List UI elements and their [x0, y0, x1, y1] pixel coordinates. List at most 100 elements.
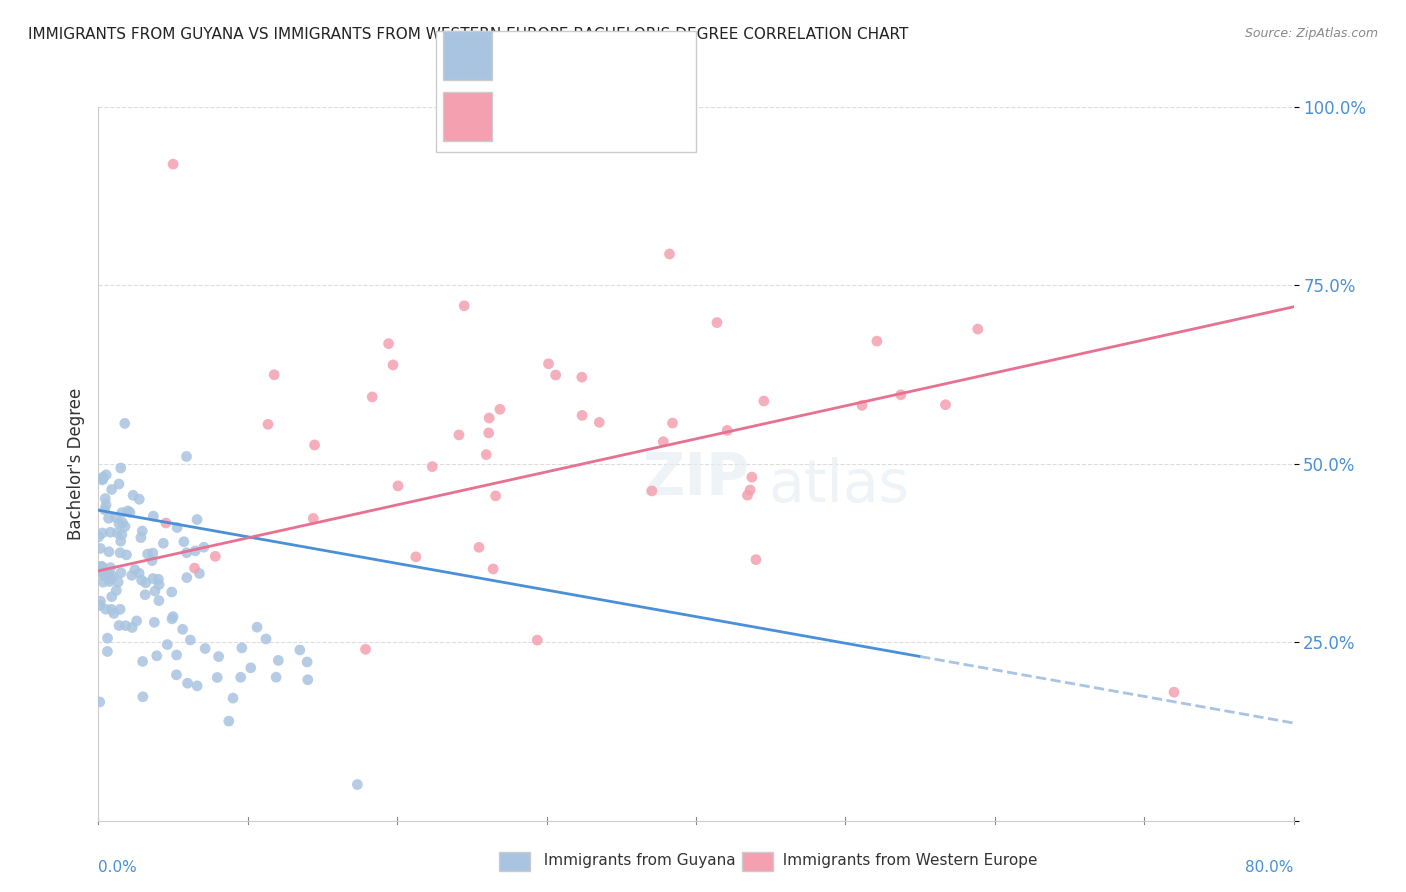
Point — [257, 417, 280, 432]
Point — [111, 516, 134, 530]
Text: R =: R = — [502, 94, 541, 112]
Text: IMMIGRANTS FROM GUYANA VS IMMIGRANTS FROM WESTERN EUROPE BACHELOR'S DEGREE CORRE: IMMIGRANTS FROM GUYANA VS IMMIGRANTS FRO… — [28, 27, 908, 42]
Point — [160, 612, 183, 626]
Point — [297, 673, 319, 687]
Point — [890, 388, 912, 402]
Point — [387, 479, 409, 493]
Point — [420, 459, 443, 474]
Point — [142, 509, 165, 524]
Point — [136, 547, 159, 561]
Point — [148, 577, 170, 591]
Point — [184, 544, 207, 558]
Point — [165, 668, 187, 682]
Point — [93, 568, 115, 582]
Point — [207, 649, 229, 664]
Point — [218, 714, 240, 728]
Point — [94, 491, 117, 506]
Point — [295, 655, 318, 669]
Point — [100, 525, 122, 540]
Point — [447, 428, 470, 442]
Point — [155, 516, 177, 530]
Point — [105, 526, 128, 541]
Point — [706, 316, 728, 330]
Y-axis label: Bachelor's Degree: Bachelor's Degree — [66, 388, 84, 540]
Point — [152, 536, 174, 550]
Point — [131, 655, 153, 669]
Point — [264, 670, 287, 684]
Point — [124, 563, 146, 577]
Text: Immigrants from Guyana: Immigrants from Guyana — [534, 854, 735, 868]
Text: atlas: atlas — [769, 457, 910, 514]
Point — [160, 585, 183, 599]
Point — [482, 562, 505, 576]
Point — [91, 559, 114, 574]
Point — [135, 575, 157, 590]
Point — [156, 638, 179, 652]
Point — [110, 461, 132, 475]
Point — [148, 593, 170, 607]
Point — [100, 590, 122, 604]
Point — [142, 572, 165, 586]
Point — [96, 631, 118, 645]
Point — [354, 642, 377, 657]
Point — [194, 641, 217, 656]
Point — [114, 519, 136, 533]
Point — [304, 438, 326, 452]
Point — [162, 157, 184, 171]
Point — [222, 691, 245, 706]
Text: Source: ZipAtlas.com: Source: ZipAtlas.com — [1244, 27, 1378, 40]
Point — [100, 483, 122, 497]
Point — [166, 520, 188, 534]
Text: 45: 45 — [633, 94, 658, 112]
Text: ZIP: ZIP — [643, 450, 749, 507]
Point — [267, 653, 290, 667]
Point — [176, 676, 198, 690]
Point — [186, 679, 208, 693]
Point — [108, 477, 131, 491]
Point — [114, 417, 136, 431]
Point — [231, 640, 253, 655]
Point — [101, 569, 124, 583]
Point — [478, 411, 501, 425]
Text: -0.363: -0.363 — [538, 36, 603, 54]
Point — [100, 560, 122, 574]
Text: N =: N = — [598, 36, 637, 54]
Point — [204, 549, 226, 564]
Point — [118, 505, 141, 519]
Point — [100, 602, 122, 616]
Point — [104, 510, 127, 524]
Point — [544, 368, 567, 382]
Point — [453, 299, 475, 313]
Point — [128, 566, 150, 581]
Text: 80.0%: 80.0% — [1246, 860, 1294, 875]
Point — [966, 322, 988, 336]
Point — [115, 548, 138, 562]
Point — [121, 621, 143, 635]
Point — [111, 506, 134, 520]
Point — [97, 545, 120, 559]
Point — [111, 527, 134, 541]
Point — [346, 778, 368, 792]
Point — [173, 534, 195, 549]
Point — [176, 450, 198, 464]
Point — [105, 583, 128, 598]
Point — [468, 541, 491, 555]
Point — [91, 472, 114, 486]
Point — [652, 434, 675, 449]
Point — [103, 607, 125, 621]
Point — [745, 552, 768, 566]
Point — [172, 623, 194, 637]
Point — [229, 670, 252, 684]
Text: 0.0%: 0.0% — [98, 860, 138, 875]
Point — [193, 540, 215, 554]
Text: R =: R = — [502, 36, 541, 54]
Point — [97, 567, 120, 582]
Point — [239, 661, 262, 675]
Point — [1163, 685, 1185, 699]
Point — [134, 588, 156, 602]
Point — [131, 524, 153, 538]
Point — [263, 368, 285, 382]
Point — [526, 633, 548, 648]
Point — [162, 609, 184, 624]
Point — [131, 573, 153, 587]
